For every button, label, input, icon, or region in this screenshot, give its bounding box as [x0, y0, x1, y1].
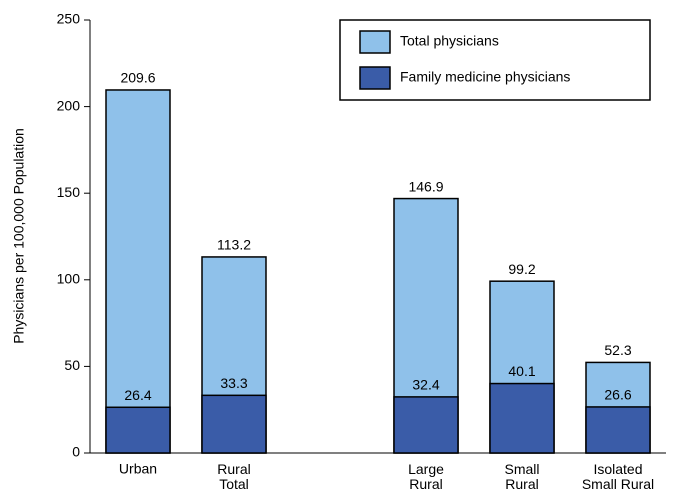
value-label: 32.4	[412, 377, 439, 393]
y-axis-label: Physicians per 100,000 Population	[11, 128, 27, 344]
legend-box	[339, 19, 651, 101]
legend-label: Total physicians	[400, 33, 499, 49]
value-label: 26.6	[604, 387, 631, 403]
bar	[585, 406, 651, 454]
value-label: 99.2	[508, 261, 535, 277]
legend-label: Family medicine physicians	[400, 69, 570, 85]
y-tick-label: 0	[72, 444, 80, 460]
value-label: 26.4	[124, 387, 151, 403]
bar	[201, 394, 267, 454]
value-label: 33.3	[220, 375, 247, 391]
y-tick-label: 250	[57, 11, 81, 27]
x-tick-label: Isolated Small Rural	[582, 461, 654, 492]
bar	[489, 382, 555, 454]
y-tick-label: 150	[57, 184, 81, 200]
y-tick-label: 50	[64, 357, 80, 373]
bar	[393, 396, 459, 454]
value-label: 209.6	[120, 70, 155, 86]
y-tick-label: 100	[57, 271, 81, 287]
legend-swatch	[359, 66, 391, 90]
value-label: 146.9	[408, 178, 443, 194]
value-label: 40.1	[508, 363, 535, 379]
x-tick-label: Small Rural	[504, 461, 539, 492]
x-tick-label: Rural Total	[217, 461, 250, 492]
legend-swatch	[359, 30, 391, 54]
bar	[105, 406, 171, 454]
x-tick-label: Large Rural	[408, 461, 444, 492]
value-label: 52.3	[604, 342, 631, 358]
y-tick-label: 200	[57, 97, 81, 113]
bar	[105, 89, 171, 454]
value-label: 113.2	[217, 237, 251, 253]
x-tick-label: Urban	[119, 461, 157, 477]
